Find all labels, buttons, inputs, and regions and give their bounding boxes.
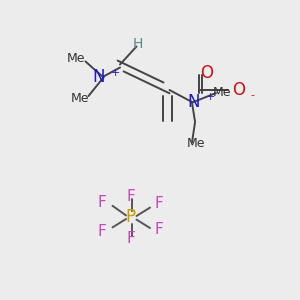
Text: Me: Me	[213, 86, 231, 99]
Text: F: F	[154, 222, 164, 237]
Text: N: N	[93, 68, 105, 86]
Text: O: O	[200, 64, 214, 82]
Text: F: F	[98, 224, 106, 238]
Text: F: F	[126, 189, 135, 204]
Text: +: +	[205, 92, 215, 102]
Text: Me: Me	[71, 92, 90, 105]
Text: F: F	[98, 195, 106, 210]
Text: Me: Me	[67, 52, 86, 65]
Text: F: F	[126, 231, 135, 246]
Text: H: H	[133, 37, 143, 50]
Text: O: O	[232, 81, 245, 99]
Text: N: N	[188, 93, 200, 111]
Text: +: +	[111, 68, 120, 78]
Text: Me: Me	[187, 136, 206, 150]
Text: -: -	[250, 90, 255, 100]
Text: P: P	[125, 208, 136, 226]
Text: F: F	[154, 196, 164, 211]
